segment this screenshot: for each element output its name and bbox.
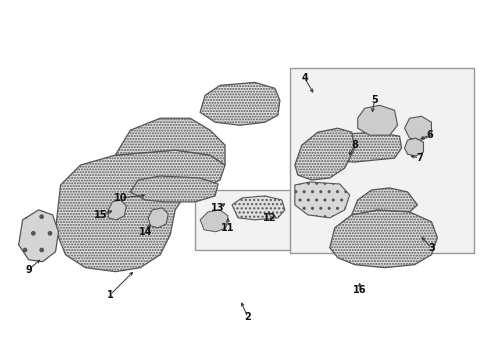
Bar — [290, 68, 474, 253]
Polygon shape — [352, 188, 417, 215]
Text: 2: 2 — [245, 312, 251, 323]
Text: 9: 9 — [25, 265, 32, 275]
Polygon shape — [200, 210, 228, 232]
Text: 13: 13 — [211, 203, 225, 213]
Text: 8: 8 — [351, 140, 358, 150]
Polygon shape — [305, 132, 401, 162]
Polygon shape — [330, 210, 438, 268]
Polygon shape — [108, 200, 126, 220]
Polygon shape — [295, 182, 350, 218]
Text: 1: 1 — [107, 289, 114, 300]
Text: 10: 10 — [114, 193, 127, 203]
Text: 6: 6 — [426, 130, 433, 140]
Polygon shape — [405, 116, 432, 140]
Text: 15: 15 — [94, 210, 107, 220]
Polygon shape — [200, 82, 280, 125]
Polygon shape — [358, 105, 397, 135]
Polygon shape — [19, 210, 58, 262]
Polygon shape — [405, 138, 423, 156]
Polygon shape — [55, 150, 225, 272]
Text: 14: 14 — [139, 227, 152, 237]
Polygon shape — [148, 208, 168, 228]
Text: 5: 5 — [371, 95, 378, 105]
Text: 3: 3 — [428, 243, 435, 253]
Text: 4: 4 — [301, 73, 308, 84]
Text: 11: 11 — [221, 223, 235, 233]
Text: 16: 16 — [353, 284, 367, 294]
Bar — [195, 190, 300, 250]
Text: 7: 7 — [416, 153, 423, 163]
Polygon shape — [295, 128, 355, 180]
Polygon shape — [232, 196, 285, 220]
Polygon shape — [115, 118, 225, 165]
Polygon shape — [130, 176, 218, 202]
Text: 12: 12 — [263, 213, 277, 223]
